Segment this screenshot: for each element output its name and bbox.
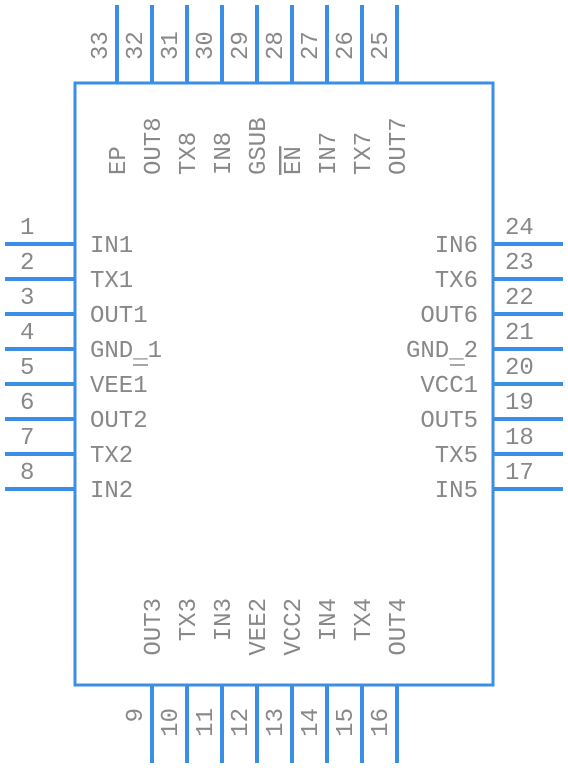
- pin-number: 32: [123, 31, 150, 60]
- pin-label: TX7: [351, 132, 378, 175]
- pin-label: OUT6: [420, 303, 478, 330]
- pin-number: 8: [20, 460, 34, 487]
- pin-number: 31: [158, 31, 185, 60]
- pin-label: GSUB: [246, 117, 273, 175]
- pin-number: 1: [20, 215, 34, 242]
- pin-number: 4: [20, 320, 34, 347]
- pin-label: VEE1: [90, 373, 148, 400]
- pin-label: IN5: [435, 478, 478, 505]
- pin-number: 18: [505, 425, 534, 452]
- pin-number: 24: [505, 215, 534, 242]
- pin-number: 3: [20, 285, 34, 312]
- pin-number: 9: [123, 708, 150, 722]
- pin-number: 29: [228, 31, 255, 60]
- pin-number: 16: [368, 708, 395, 737]
- pin-label: EN: [281, 146, 308, 175]
- pin-number: 22: [505, 285, 534, 312]
- pin-label: TX2: [90, 443, 133, 470]
- pin-label: OUT7: [386, 117, 413, 175]
- pin-number: 15: [333, 708, 360, 737]
- ic-pinout-diagram: 1 IN1 2 TX1 3 OUT1 4 GND_1 5 VEE1 6 OUT2 7 TX2 8 IN2 24 I…: [0, 0, 568, 768]
- pin-label: IN2: [90, 478, 133, 505]
- pin-number: 10: [158, 708, 185, 737]
- pin-label: TX4: [351, 598, 378, 641]
- pin-number: 25: [368, 31, 395, 60]
- pin-number: 19: [505, 390, 534, 417]
- pin-number: 30: [193, 31, 220, 60]
- pin-number: 12: [228, 708, 255, 737]
- pin-label: GND_1: [90, 338, 162, 365]
- pin-number: 5: [20, 355, 34, 382]
- pin-label: OUT8: [141, 117, 168, 175]
- pin-label: IN1: [90, 233, 133, 260]
- pin-number: 13: [263, 708, 290, 737]
- pin-label: TX3: [176, 598, 203, 641]
- pin-label: OUT4: [386, 598, 413, 656]
- pin-label: TX6: [435, 268, 478, 295]
- pin-number: 26: [333, 31, 360, 60]
- pin-label: OUT1: [90, 303, 148, 330]
- pin-number: 14: [298, 708, 325, 737]
- pin-label: IN3: [211, 598, 238, 641]
- pin-label: IN4: [316, 598, 343, 641]
- pin-label: OUT5: [420, 408, 478, 435]
- pin-label: VEE2: [246, 598, 273, 656]
- pin-number: 21: [505, 320, 534, 347]
- pin-label: IN8: [211, 132, 238, 175]
- pin-label: GND_2: [406, 338, 478, 365]
- pin-number: 2: [20, 250, 34, 277]
- pin-label: IN7: [316, 132, 343, 175]
- pin-label: VCC2: [281, 598, 308, 656]
- pin-label: EP: [106, 146, 133, 175]
- pin-number: 27: [298, 31, 325, 60]
- pin-number: 17: [505, 460, 534, 487]
- pin-number: 23: [505, 250, 534, 277]
- pin-label: OUT3: [141, 598, 168, 656]
- pin-number: 6: [20, 390, 34, 417]
- pin-label: IN6: [435, 233, 478, 260]
- pin-number: 20: [505, 355, 534, 382]
- pin-number: 7: [20, 425, 34, 452]
- pin-label: TX5: [435, 443, 478, 470]
- pin-number: 28: [263, 31, 290, 60]
- pin-label: TX1: [90, 268, 133, 295]
- pin-label: VCC1: [420, 373, 478, 400]
- pin-label: TX8: [176, 132, 203, 175]
- pin-number: 33: [88, 31, 115, 60]
- pin-label: OUT2: [90, 408, 148, 435]
- pin-number: 11: [193, 708, 220, 737]
